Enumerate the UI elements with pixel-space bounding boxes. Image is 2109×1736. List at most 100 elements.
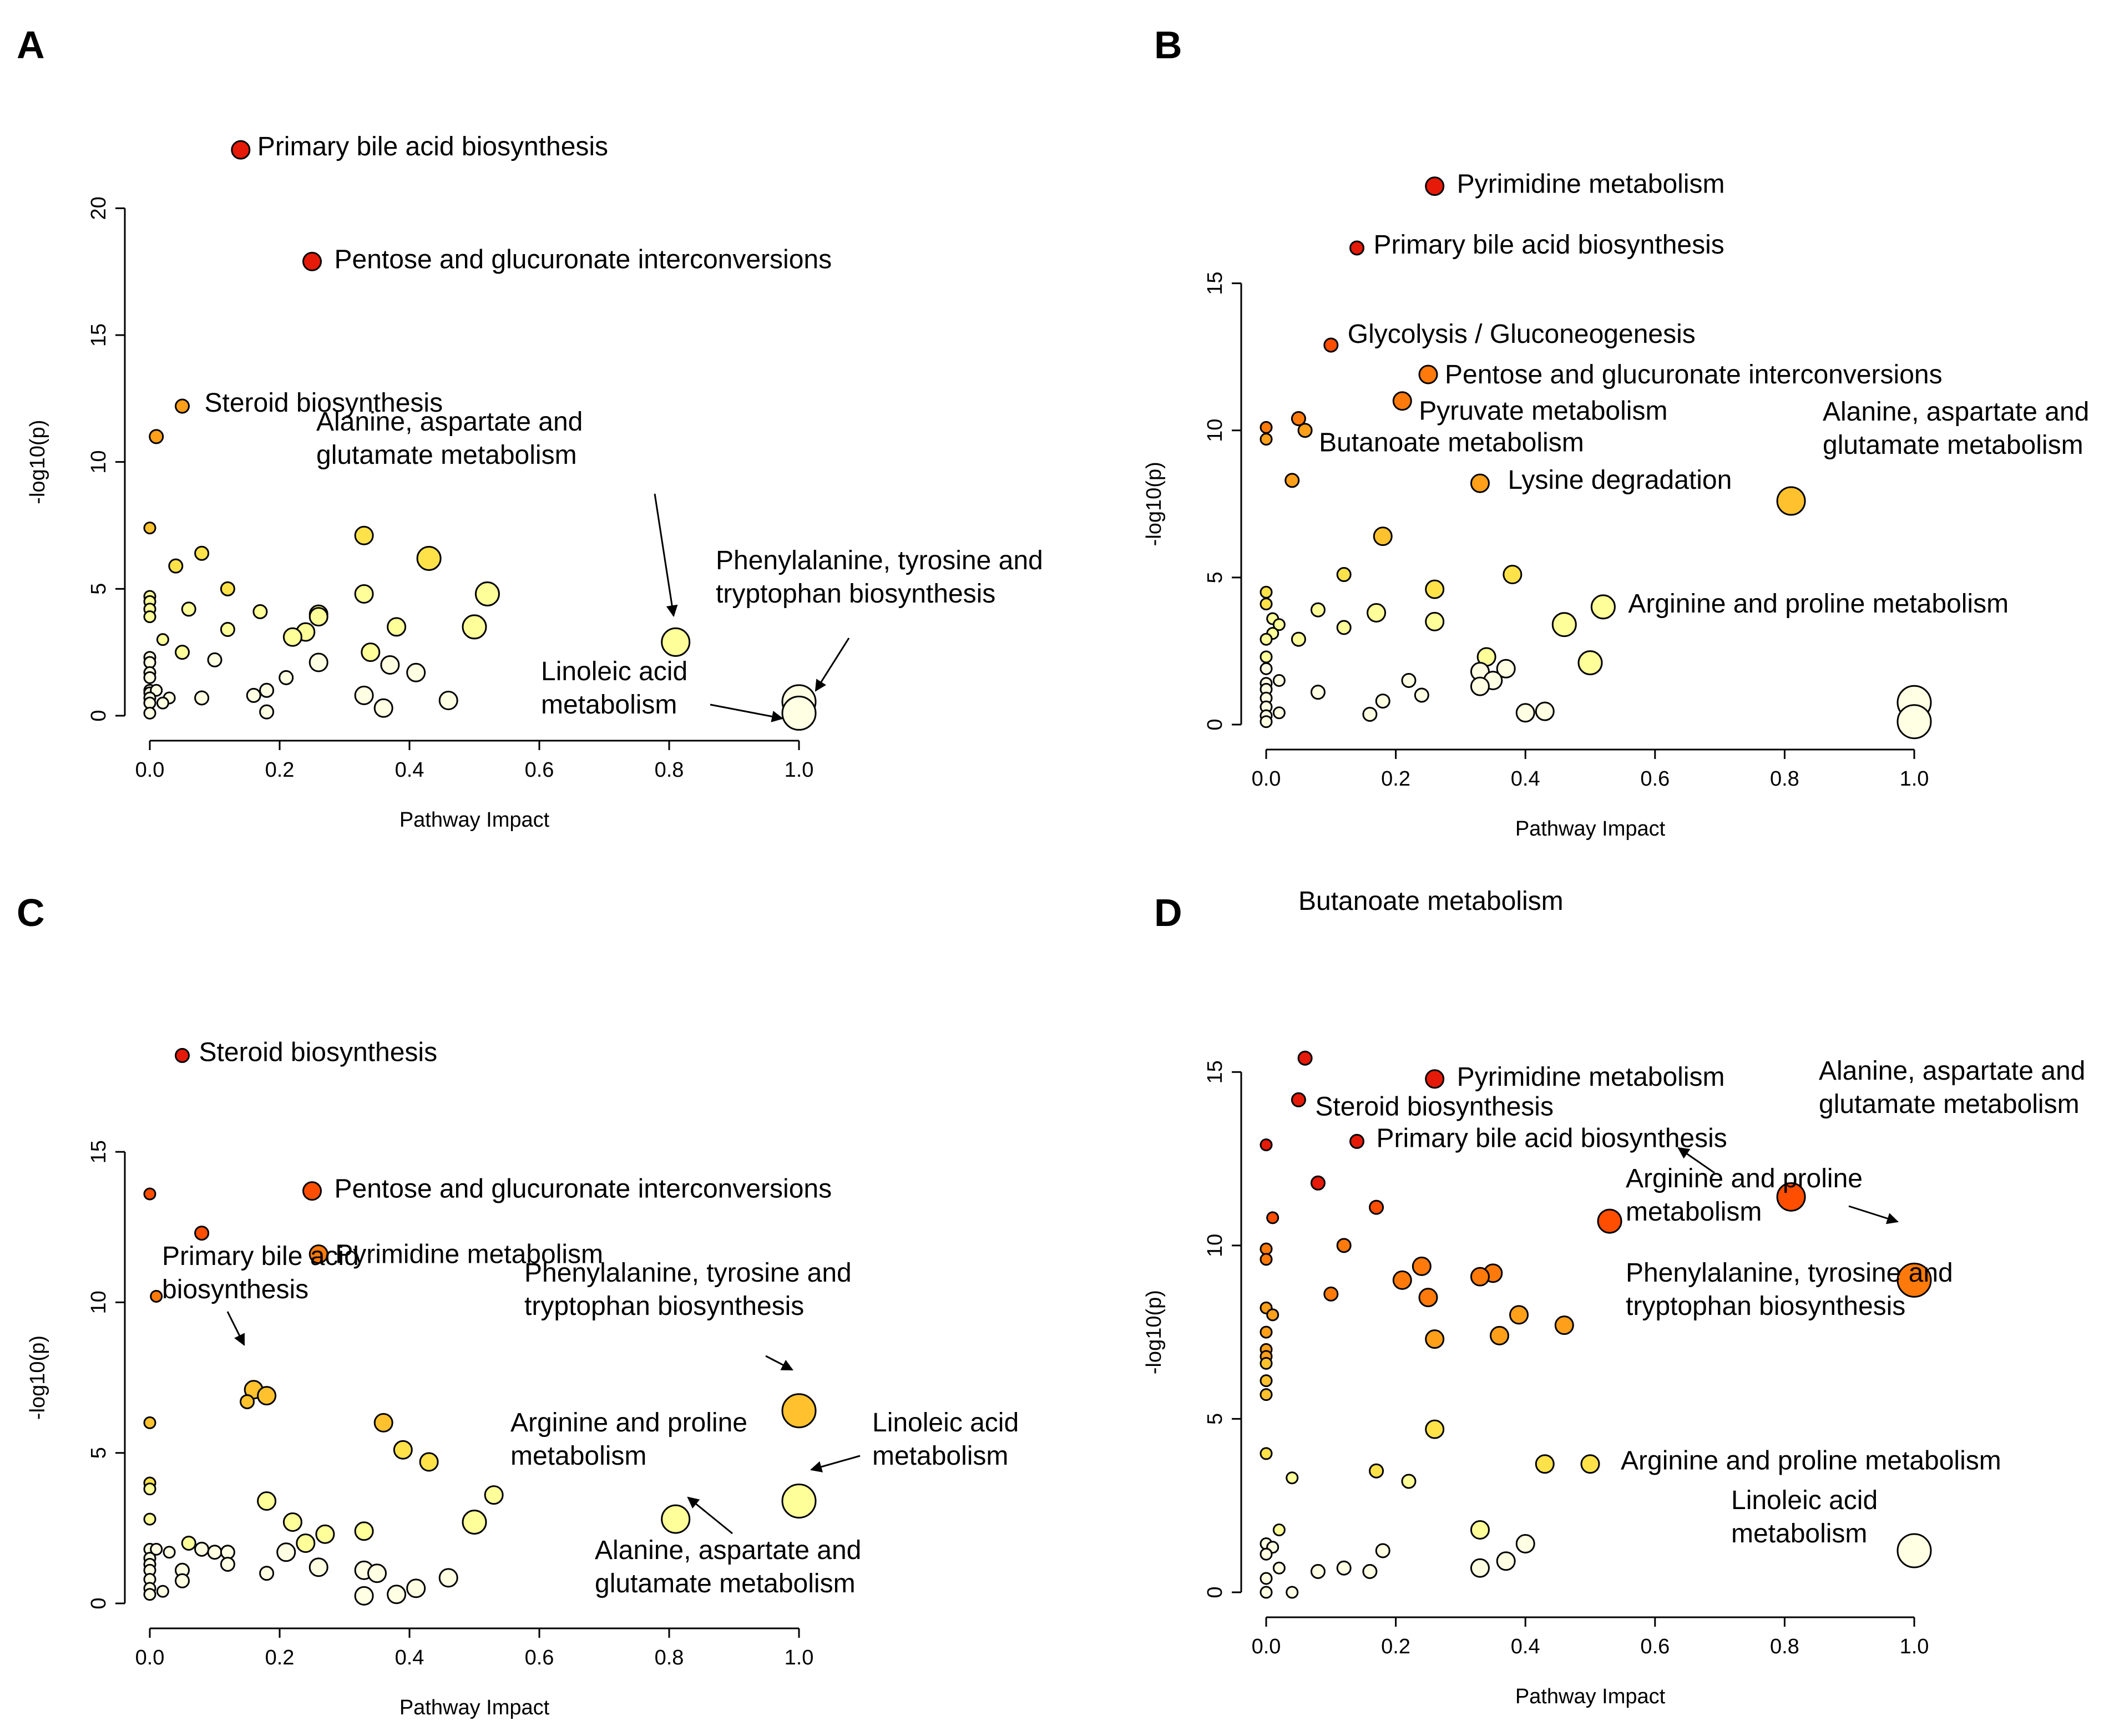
data-point — [1535, 701, 1555, 721]
data-point — [1425, 1329, 1445, 1349]
data-point — [168, 558, 184, 574]
data-point — [1260, 715, 1273, 728]
pathway-label-line: glutamate metabolism — [1819, 1090, 2080, 1119]
pathway-label-line: Pyrimidine metabolism — [1457, 170, 1725, 199]
data-point — [1414, 687, 1429, 703]
data-point — [259, 704, 275, 720]
panel-a-plot: A 0.0 0.2 0.4 0.6 0.8 1.0 0 5 10 15 20 Pathway Impac… — [17, 23, 1043, 832]
data-point — [1260, 1388, 1273, 1401]
data-point — [315, 1524, 335, 1544]
data-point — [1412, 1256, 1432, 1276]
pathway-label-line: tryptophan biosynthesis — [524, 1292, 804, 1321]
pathway-label-line: Lysine degradation — [1508, 465, 1732, 495]
pathway-label-line: glutamate metabolism — [595, 1569, 856, 1598]
data-point — [1260, 1325, 1273, 1339]
pathway-label: Phenylalanine, tyrosine and tryptophan bi… — [716, 546, 1043, 609]
pathway-label: Phenylalanine, tyrosine and tryptophan bi… — [1626, 1258, 1953, 1321]
y-tick-label: 15 — [87, 1140, 110, 1163]
data-point — [220, 1556, 235, 1572]
pathway-label: Lysine degradation — [1508, 465, 1732, 495]
pathway-label-line: biosynthesis — [162, 1275, 308, 1304]
pathway-label-line: Pentose and glucuronate interconversions — [1445, 360, 1943, 389]
data-point — [1496, 659, 1516, 679]
data-point — [1310, 685, 1326, 700]
data-point — [1260, 650, 1273, 664]
x-tick-label: 0.8 — [1770, 767, 1799, 791]
y-tick-label: 10 — [87, 451, 110, 474]
panel-c-plot: C 0.0 0.2 0.4 0.6 0.8 1.0 0 5 10 15 Pathway Impact -… — [17, 891, 1019, 1719]
x-tick-label: 0.0 — [1252, 767, 1281, 791]
data-point — [1369, 1463, 1384, 1479]
data-point — [220, 581, 235, 596]
data-point — [1266, 1308, 1279, 1322]
pathway-label-line: Pyrimidine metabolism — [335, 1240, 603, 1269]
data-point — [1260, 1253, 1273, 1266]
panel-d-plot: D 0.0 0.2 0.4 0.6 0.8 1.0 0 5 10 15 Pathway Impact -… — [1142, 887, 2085, 1708]
pathway-label: Primary bile acid biosynthesis — [1377, 1123, 1727, 1153]
pathway-label-line: Glycolysis / Gluconeogenesis — [1348, 320, 1696, 349]
data-point — [1367, 603, 1387, 622]
pathway-label: Pentose and glucuronate interconversions — [335, 1175, 832, 1204]
annotation-arrow — [226, 1311, 245, 1346]
pathway-label: Phenylalanine, tyrosine and tryptophan bi… — [524, 1258, 852, 1321]
data-point — [354, 584, 374, 604]
pathway-label-line: Alanine, aspartate and — [1819, 1056, 2085, 1086]
data-point — [1489, 1325, 1509, 1345]
y-tick-label: 10 — [1203, 419, 1227, 442]
data-point — [1291, 1092, 1306, 1107]
data-point — [781, 695, 817, 731]
data-point — [1260, 433, 1273, 446]
x-tick-label: 0.6 — [525, 1646, 554, 1669]
panel-d: D 0.0 0.2 0.4 0.6 0.8 1.0 0 5 10 15 Pathway Impact -… — [1137, 868, 2109, 1735]
data-point — [354, 1521, 374, 1541]
y-tick-label: 5 — [87, 1447, 110, 1459]
pathway-label-line: Alanine, aspartate and — [1823, 397, 2089, 427]
pathway-label: Primary bile acid biosynthesis — [162, 1242, 359, 1304]
y-tick-label: 10 — [1203, 1234, 1227, 1257]
pathway-label-line: Pentose and glucuronate interconversions — [335, 245, 832, 274]
y-tick-label: 5 — [1203, 1413, 1227, 1425]
data-point — [1509, 1305, 1529, 1325]
pathway-label: Alanine, aspartate and glutamate metaboli… — [595, 1536, 861, 1598]
data-point — [175, 645, 190, 660]
data-point — [1297, 423, 1313, 438]
data-point — [1425, 1419, 1445, 1439]
pathway-label-line: Alanine, aspartate and — [595, 1536, 861, 1565]
x-tick-label: 0.8 — [1770, 1635, 1799, 1658]
data-point — [1349, 240, 1365, 256]
pathway-label: Steroid biosynthesis — [205, 388, 443, 418]
data-point — [1260, 1586, 1273, 1599]
pathway-label-line: Pentose and glucuronate interconversions — [335, 1175, 832, 1204]
y-tick-label: 0 — [1203, 718, 1227, 730]
x-axis-title: Pathway Impact — [1515, 1685, 1666, 1708]
data-point — [1362, 706, 1378, 722]
x-tick-label: 1.0 — [785, 1646, 814, 1669]
data-point — [143, 671, 156, 684]
annotation-arrow — [810, 1455, 861, 1472]
data-point — [1418, 365, 1438, 384]
data-point — [661, 1504, 691, 1534]
data-point — [1425, 176, 1445, 196]
data-point — [373, 1413, 393, 1433]
pathway-label: Pyrimidine metabolism — [1457, 1062, 1725, 1092]
data-point — [143, 1512, 156, 1526]
data-point — [354, 525, 374, 545]
data-point — [1425, 579, 1445, 599]
data-point — [406, 662, 426, 682]
data-point — [1260, 1547, 1273, 1561]
x-tick-label: 0.4 — [1511, 767, 1540, 791]
data-point — [373, 698, 393, 718]
pathway-label: Butanoate metabolism — [1319, 428, 1584, 458]
data-point — [1260, 1572, 1273, 1585]
x-tick-label: 0.0 — [135, 758, 165, 782]
data-point — [1272, 674, 1286, 687]
pathway-label-line: Primary bile acid biosynthesis — [257, 132, 608, 161]
pathway-label-line: Arginine and proline metabolism — [1621, 1446, 2001, 1476]
data-point — [163, 1546, 176, 1559]
pathway-label-line: Alanine, aspartate and — [316, 407, 583, 437]
data-point — [246, 687, 261, 703]
pathway-label-line: glutamate metabolism — [1823, 431, 2083, 460]
